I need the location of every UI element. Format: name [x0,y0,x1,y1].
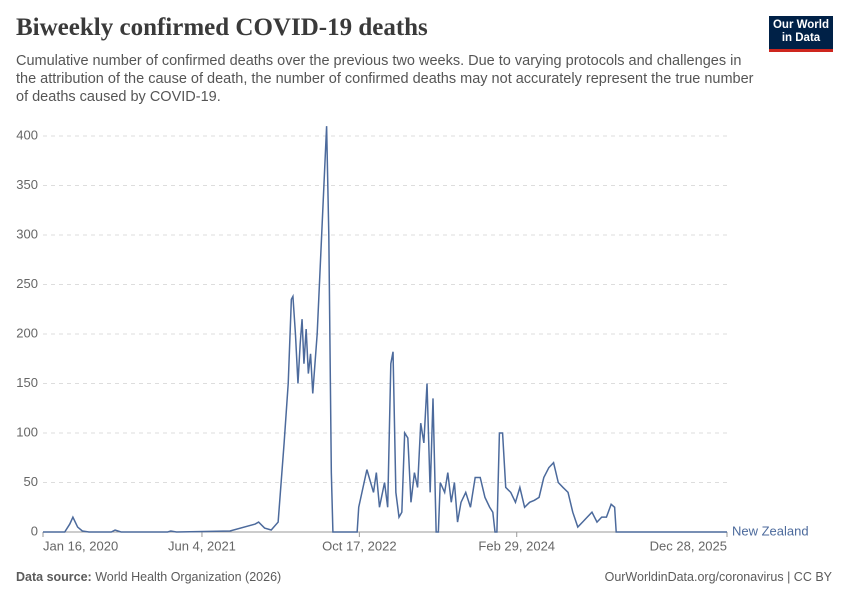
y-tick-label: 0 [31,523,38,538]
line [43,126,727,533]
subtitle: Cumulative number of confirmed deaths ov… [16,53,754,105]
x-tick-label: Dec 28, 2025 [650,538,727,553]
y-tick-label: 200 [16,325,38,340]
y-tick-label: 50 [24,474,38,489]
x-tick-label: Feb 29, 2024 [478,538,555,553]
y-tick-label: 150 [16,375,38,390]
x-tick-label: Jun 4, 2021 [168,538,236,553]
x-tick-label: Oct 17, 2022 [322,538,396,553]
y-tick-label: 100 [16,424,38,439]
logo[interactable]: Our World in Data [769,16,833,52]
y-tick-label: 250 [16,276,38,291]
y-tick-label: 400 [16,127,38,142]
y-tick-label: 350 [16,177,38,192]
source-label: Data source: [16,570,92,584]
footer-credit[interactable]: OurWorldinData.org/coronavirus | CC BY [604,570,832,584]
x-tick-label: Jan 16, 2020 [43,538,118,553]
logo-line: in Data [781,32,821,44]
y-tick-label: 300 [16,226,38,241]
title: Biweekly confirmed COVID-19 deaths [16,14,428,41]
source: World Health Organization (2026) [95,570,282,584]
series-label: New Zealand [732,523,809,538]
logo-line: Our World [772,19,829,31]
footer-source: Data source: World Health Organization (… [16,570,281,584]
